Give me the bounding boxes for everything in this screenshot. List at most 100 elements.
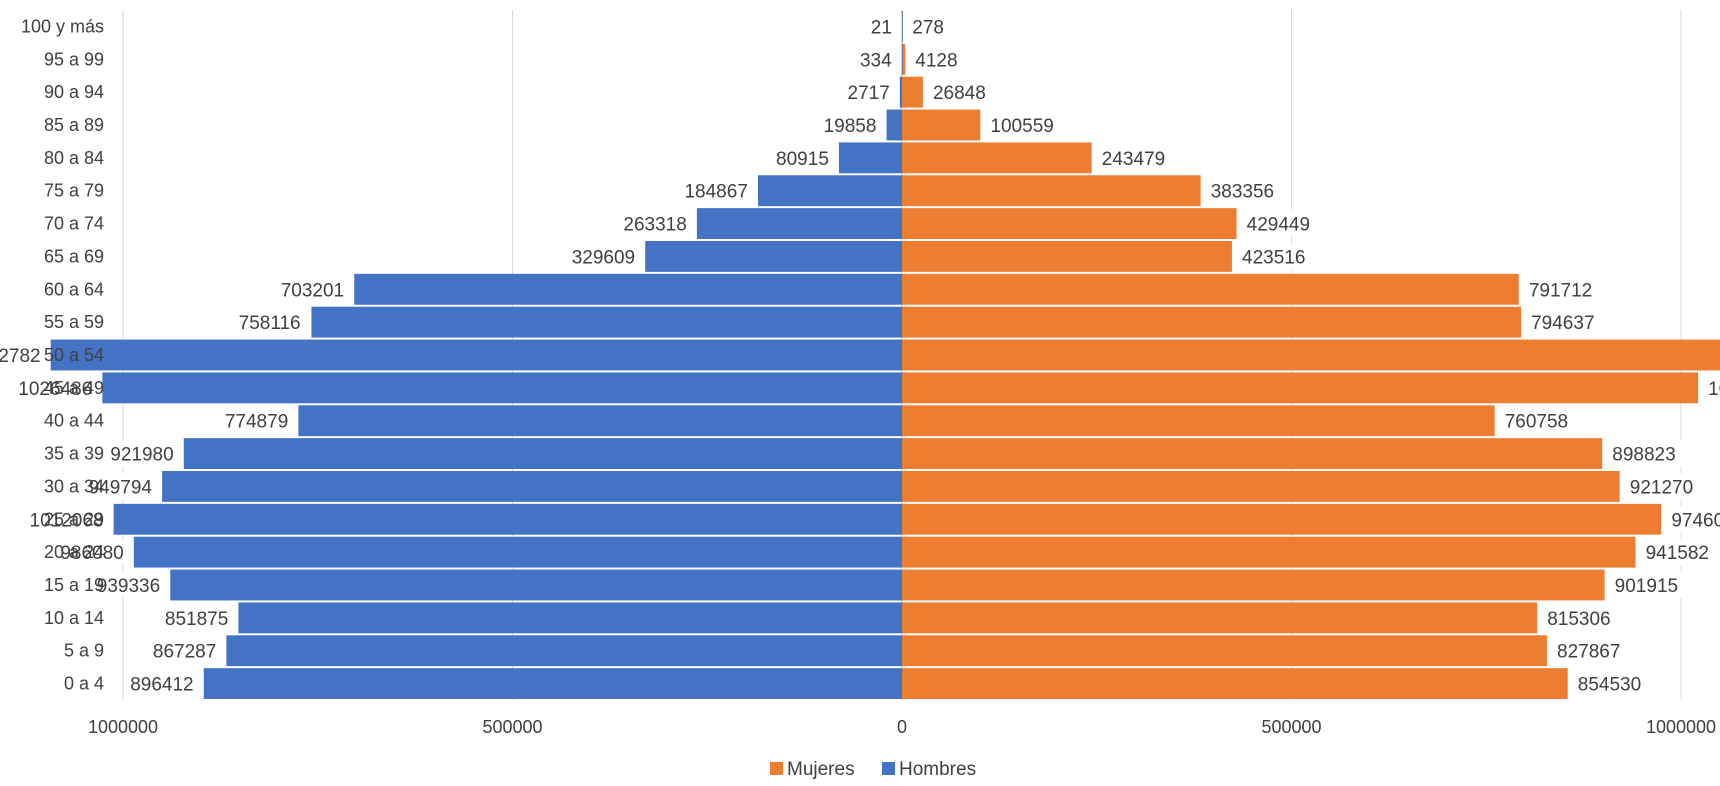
bar-mujeres: [902, 109, 981, 141]
bar-mujeres: [902, 208, 1237, 239]
data-label-mujeres: 26848: [933, 83, 986, 104]
category-label: 60 a 64: [44, 279, 104, 299]
category-label: 80 a 84: [44, 148, 104, 168]
bar-mujeres: [902, 405, 1495, 437]
data-label-mujeres: 429449: [1247, 215, 1310, 236]
data-label-bg: [1204, 177, 1281, 204]
bar-hombres: [696, 208, 902, 239]
data-label-bg: [817, 112, 883, 138]
data-label-bg: [906, 13, 951, 40]
bar-hombres: [102, 372, 903, 404]
bar-mujeres: [902, 471, 1620, 502]
data-label-hombres: 703201: [281, 280, 344, 301]
category-label: 55 a 59: [44, 312, 104, 332]
data-label-bg: [124, 670, 200, 697]
x-tick-label: 1000000: [1646, 717, 1716, 737]
data-label-bg: [1240, 210, 1317, 237]
data-label-bg: [1522, 276, 1599, 303]
data-label-hombres: 2717: [848, 83, 890, 104]
data-label-bg: [104, 440, 180, 467]
x-tick-label: 500000: [1261, 717, 1321, 737]
bar-hombres: [838, 142, 902, 174]
data-label-bg: [231, 309, 308, 336]
data-label-bg: [1623, 473, 1700, 500]
category-label: 85 a 89: [44, 115, 104, 135]
value-axis: 1500000100000050000005000001000000150000…: [88, 717, 1716, 737]
bar-mujeres: [902, 635, 1547, 667]
data-label-hombres: 851875: [165, 609, 228, 630]
data-label-bg: [1665, 506, 1720, 533]
bar-mujeres: [902, 602, 1538, 634]
bar-mujeres: [902, 372, 1699, 404]
category-label: 70 a 74: [44, 214, 104, 234]
legend-label-mujeres: Mujeres: [787, 759, 855, 780]
data-label-hombres: 774879: [225, 412, 288, 433]
data-label-hombres: 184867: [684, 182, 747, 203]
data-label-hombres: 939336: [97, 576, 160, 597]
data-label-bg: [984, 112, 1060, 138]
bar-hombres: [901, 11, 903, 42]
bars: [50, 11, 1720, 699]
category-label: 100 y más: [21, 16, 104, 36]
data-label-mujeres: 791712: [1529, 280, 1592, 301]
bar-mujeres: [902, 241, 1232, 272]
data-label-hombres: 921980: [110, 445, 173, 466]
data-label-bg: [90, 572, 167, 598]
bar-hombres: [203, 668, 902, 699]
bar-hombres: [170, 569, 902, 601]
data-label-bg: [1550, 637, 1627, 664]
bar-mujeres: [902, 503, 1662, 535]
data-label-mujeres: 423516: [1242, 247, 1305, 268]
data-label-bg: [1571, 670, 1648, 697]
data-label-mujeres: 941582: [1646, 543, 1709, 564]
bar-mujeres: [902, 306, 1522, 338]
data-label-mujeres: 827867: [1557, 642, 1620, 663]
bar-hombres: [645, 241, 902, 272]
data-label-mujeres: 1021882: [1708, 379, 1720, 400]
data-label-mujeres: 760758: [1505, 412, 1568, 433]
category-label: 45 a 49: [44, 378, 104, 398]
data-label-hombres: 986080: [60, 543, 123, 564]
data-label-bg: [158, 604, 235, 631]
category-label: 75 a 79: [44, 181, 104, 201]
bar-mujeres: [902, 142, 1092, 174]
data-label-mujeres: 383356: [1211, 182, 1274, 203]
bar-hombres: [50, 339, 903, 371]
bar-hombres: [113, 503, 903, 535]
data-label-hombres: 867287: [153, 642, 216, 663]
data-label-hombres: 329609: [572, 247, 635, 268]
data-label-hombres: 21: [871, 17, 892, 38]
data-label-bg: [853, 46, 898, 73]
x-tick-label: 1000000: [88, 717, 158, 737]
bar-hombres: [899, 76, 902, 108]
bar-mujeres: [902, 668, 1568, 699]
category-axis: 0 a 4 5 a 9 10 a 14 15 a 19 20 a 24 25 a 29 30…: [21, 16, 104, 693]
data-label-mujeres: 243479: [1102, 149, 1165, 170]
legend-swatch-hombres: [882, 762, 895, 775]
bar-hombres: [183, 438, 902, 469]
category-label: 65 a 69: [44, 246, 104, 266]
category-label: 40 a 44: [44, 411, 104, 431]
data-label-bg: [1235, 243, 1312, 270]
x-tick-label: 0: [897, 717, 907, 737]
data-label-bg: [274, 276, 351, 303]
category-label: 20 a 24: [44, 542, 104, 562]
bar-mujeres: [902, 76, 923, 108]
bar-hombres: [886, 109, 902, 141]
data-label-bg: [841, 79, 896, 106]
bar-mujeres: [902, 43, 906, 75]
data-label-bg: [1639, 539, 1716, 566]
x-tick-label: 500000: [482, 717, 542, 737]
bar-hombres: [901, 43, 903, 75]
data-label-mujeres: 4128: [915, 50, 957, 71]
data-label-mujeres: 854530: [1578, 675, 1641, 696]
category-label: 25 a 29: [44, 509, 104, 529]
data-label-mujeres: 974603: [1671, 510, 1720, 531]
data-label-bg: [1608, 572, 1685, 598]
bar-mujeres: [902, 536, 1636, 568]
legend-label-hombres: Hombres: [899, 759, 976, 780]
category-label: 15 a 19: [44, 575, 104, 595]
data-label-mujeres: 898823: [1612, 445, 1675, 466]
data-label-bg: [617, 210, 693, 237]
